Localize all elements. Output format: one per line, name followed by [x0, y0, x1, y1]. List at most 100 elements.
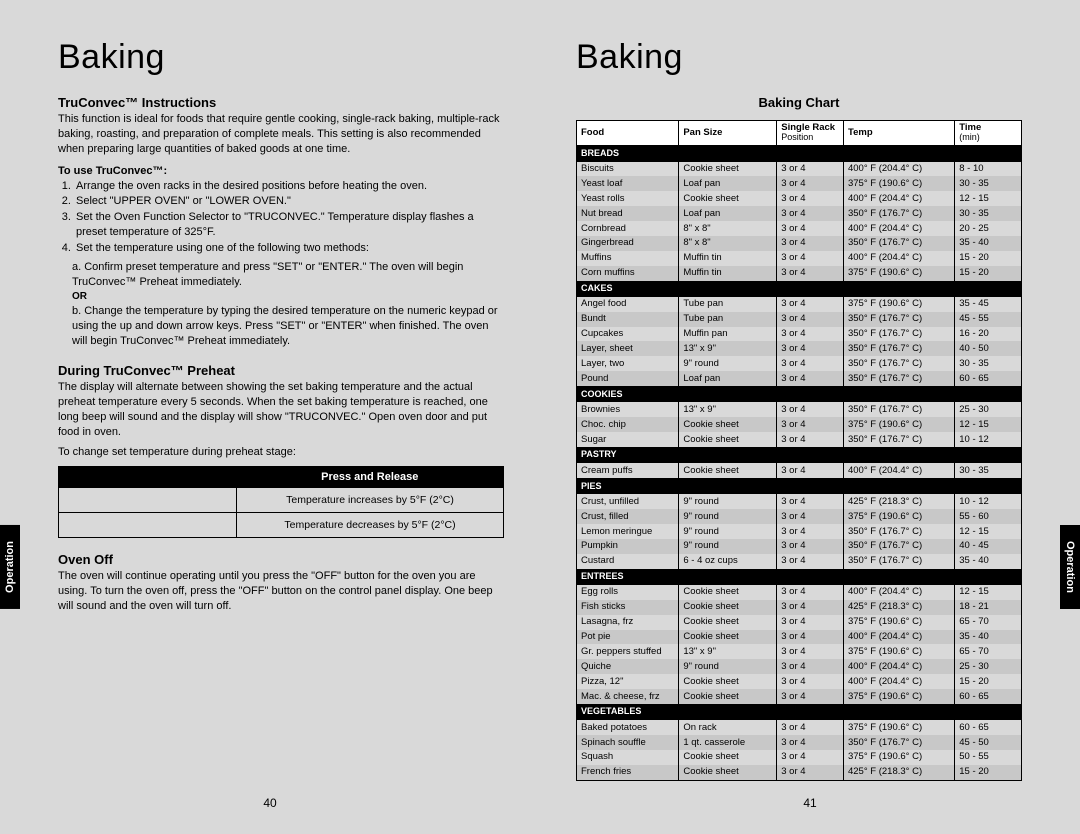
chart-row: Yeast loafLoaf pan3 or 4375° F (190.6° C… — [577, 176, 1022, 191]
press-cell: Temperature increases by 5°F (2°C) — [237, 488, 504, 513]
chart-cell: 6 - 4 oz cups — [679, 554, 777, 569]
chart-row: PoundLoaf pan3 or 4350° F (176.7° C)60 -… — [577, 371, 1022, 386]
chart-cell: Yeast rolls — [577, 191, 679, 206]
chart-row: Gr. peppers stuffed13" x 9"3 or 4375° F … — [577, 644, 1022, 659]
chart-cell: Tube pan — [679, 312, 777, 327]
chart-cell: 12 - 15 — [955, 191, 1022, 206]
chart-cell: 15 - 20 — [955, 765, 1022, 780]
chart-cell: Nut bread — [577, 206, 679, 221]
step: Arrange the oven racks in the desired po… — [74, 179, 504, 194]
chart-cell: Lasagna, frz — [577, 615, 679, 630]
chart-cell: 3 or 4 — [777, 432, 844, 447]
chart-cell: 400° F (204.4° C) — [843, 251, 954, 266]
chart-cell: 9" round — [679, 494, 777, 509]
chart-row: Corn muffinsMuffin tin3 or 4375° F (190.… — [577, 266, 1022, 281]
chart-cell: 15 - 20 — [955, 251, 1022, 266]
chart-cell: Pound — [577, 371, 679, 386]
chart-cell: 3 or 4 — [777, 644, 844, 659]
chart-row: BundtTube pan3 or 4350° F (176.7° C)45 -… — [577, 312, 1022, 327]
chart-cell: 3 or 4 — [777, 600, 844, 615]
chart-cell: 3 or 4 — [777, 720, 844, 735]
preheat-text: The display will alternate between showi… — [58, 380, 504, 439]
chart-cell: Cookie sheet — [679, 674, 777, 689]
chart-cell: Cookie sheet — [679, 463, 777, 479]
chart-cell: 3 or 4 — [777, 266, 844, 281]
chart-cell: 375° F (190.6° C) — [843, 720, 954, 735]
chart-cell: 25 - 30 — [955, 402, 1022, 417]
chart-cell: 400° F (204.4° C) — [843, 630, 954, 645]
chart-cell: Cookie sheet — [679, 432, 777, 447]
chart-cell: 20 - 25 — [955, 221, 1022, 236]
chart-cell: 3 or 4 — [777, 356, 844, 371]
col-time: Time(min) — [955, 121, 1022, 146]
chart-cell: 3 or 4 — [777, 296, 844, 311]
chart-cell: Biscuits — [577, 161, 679, 176]
chart-row: Cream puffsCookie sheet3 or 4400° F (204… — [577, 463, 1022, 479]
page-title: Baking — [58, 38, 504, 77]
chart-cell: Cookie sheet — [679, 161, 777, 176]
chart-cell: 350° F (176.7° C) — [843, 402, 954, 417]
chart-cell: 35 - 40 — [955, 554, 1022, 569]
chart-cell: 3 or 4 — [777, 735, 844, 750]
chart-cell: 3 or 4 — [777, 659, 844, 674]
chart-cell: Custard — [577, 554, 679, 569]
chart-cell: Tube pan — [679, 296, 777, 311]
chart-cell: 10 - 12 — [955, 432, 1022, 447]
page-left: Operation Baking TruConvec™ Instructions… — [0, 0, 540, 834]
chart-row: MuffinsMuffin tin3 or 4400° F (204.4° C)… — [577, 251, 1022, 266]
chart-cell: Layer, sheet — [577, 341, 679, 356]
chart-cell: Angel food — [577, 296, 679, 311]
chart-cell: 350° F (176.7° C) — [843, 327, 954, 342]
chart-cell: 375° F (190.6° C) — [843, 750, 954, 765]
chart-cell: 350° F (176.7° C) — [843, 539, 954, 554]
chart-cell: Quiche — [577, 659, 679, 674]
chart-cell: 3 or 4 — [777, 312, 844, 327]
chart-cell: 425° F (218.3° C) — [843, 765, 954, 780]
chart-cell: 375° F (190.6° C) — [843, 644, 954, 659]
press-cell — [59, 513, 237, 538]
chart-cell: Cream puffs — [577, 463, 679, 479]
chart-cell: Pumpkin — [577, 539, 679, 554]
chart-cell: 15 - 20 — [955, 674, 1022, 689]
chart-cell: Fish sticks — [577, 600, 679, 615]
chart-cell: Yeast loaf — [577, 176, 679, 191]
heading-chart: Baking Chart — [576, 95, 1022, 110]
press-th-blank — [59, 467, 237, 488]
chart-cell: Loaf pan — [679, 176, 777, 191]
chart-cell: 3 or 4 — [777, 221, 844, 236]
chart-cell: Cookie sheet — [679, 600, 777, 615]
oven-off-text: The oven will continue operating until y… — [58, 569, 504, 614]
chart-cell: Muffin tin — [679, 251, 777, 266]
page-title: Baking — [576, 38, 1022, 77]
chart-cell: 400° F (204.4° C) — [843, 463, 954, 479]
chart-cell: Cookie sheet — [679, 630, 777, 645]
chart-cell: 8 - 10 — [955, 161, 1022, 176]
chart-row: Pizza, 12"Cookie sheet3 or 4400° F (204.… — [577, 674, 1022, 689]
chart-cell: 3 or 4 — [777, 584, 844, 599]
or-label: OR — [72, 291, 504, 302]
heading-preheat: During TruConvec™ Preheat — [58, 363, 504, 378]
chart-cell: 30 - 35 — [955, 176, 1022, 191]
chart-cell: 400° F (204.4° C) — [843, 161, 954, 176]
chart-cell: 3 or 4 — [777, 524, 844, 539]
chart-row: Brownies13" x 9"3 or 4350° F (176.7° C)2… — [577, 402, 1022, 417]
chart-cell: 3 or 4 — [777, 750, 844, 765]
chart-cell: 3 or 4 — [777, 689, 844, 704]
chart-row: Quiche9" round3 or 4400° F (204.4° C)25 … — [577, 659, 1022, 674]
chart-cell: 3 or 4 — [777, 463, 844, 479]
chart-cell: 3 or 4 — [777, 251, 844, 266]
page-spread: Operation Baking TruConvec™ Instructions… — [0, 0, 1080, 834]
substep-b: b. Change the temperature by typing the … — [72, 304, 504, 349]
chart-cell: 50 - 55 — [955, 750, 1022, 765]
chart-cell: 45 - 55 — [955, 312, 1022, 327]
chart-cell: On rack — [679, 720, 777, 735]
chart-cell: 3 or 4 — [777, 494, 844, 509]
chart-cell: 12 - 15 — [955, 417, 1022, 432]
chart-row: Pumpkin9" round3 or 4350° F (176.7° C)40… — [577, 539, 1022, 554]
chart-cell: 65 - 70 — [955, 615, 1022, 630]
chart-cell: 400° F (204.4° C) — [843, 221, 954, 236]
chart-cell: 8" x 8" — [679, 236, 777, 251]
chart-cell: 60 - 65 — [955, 371, 1022, 386]
chart-cell: 375° F (190.6° C) — [843, 266, 954, 281]
step: Select "UPPER OVEN" or "LOWER OVEN." — [74, 194, 504, 209]
